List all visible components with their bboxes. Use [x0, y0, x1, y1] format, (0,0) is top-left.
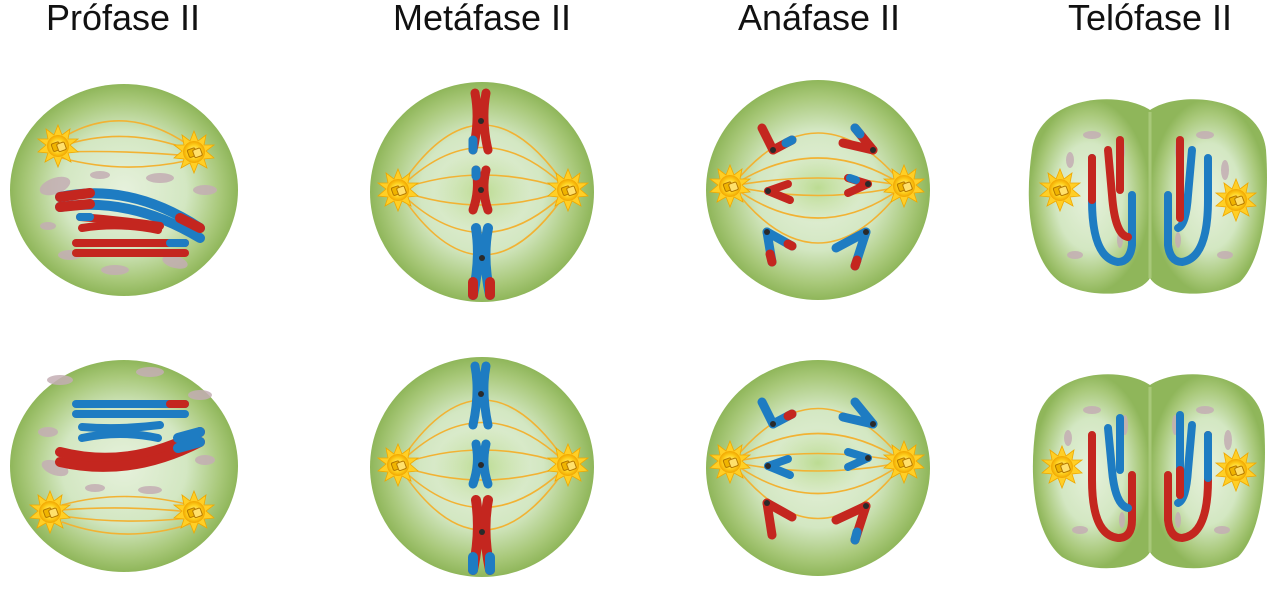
phase-title-telophase-ii: Telófase II	[1067, 0, 1233, 38]
chromatids	[1088, 411, 1212, 543]
chromosomes	[468, 361, 495, 575]
centromeres	[764, 147, 876, 235]
nuclear-envelope-fragments	[39, 171, 217, 275]
nuclear-envelope-fragments	[38, 367, 215, 494]
chromatids	[1088, 136, 1212, 267]
centromeres	[764, 421, 876, 509]
chromosomes	[55, 400, 205, 472]
spindle-fibers	[61, 495, 191, 535]
cell-metaphase-ii-bottom	[370, 357, 594, 577]
chromosomes	[55, 188, 205, 257]
cell-metaphase-ii-top	[370, 82, 594, 302]
spindle-fibers	[731, 132, 905, 244]
cell-telophase-ii-top	[1028, 99, 1267, 294]
chromatids	[757, 123, 878, 271]
centromeres	[478, 118, 485, 261]
phase-title-anaphase-ii: Anáfase II	[737, 0, 901, 38]
centromeres	[478, 391, 485, 535]
phase-title-prophase-ii: Prófase II	[45, 0, 201, 38]
phase-title-metaphase-ii: Metáfase II	[392, 0, 572, 38]
spindle-fibers	[731, 407, 905, 520]
cell-anaphase-ii-top	[706, 80, 930, 300]
cell-anaphase-ii-bottom	[706, 360, 930, 576]
chromatids	[757, 397, 878, 545]
cell-prophase-ii-top	[10, 84, 238, 296]
cell-prophase-ii-bottom	[10, 360, 238, 572]
cell-telophase-ii-bottom	[1032, 374, 1265, 569]
